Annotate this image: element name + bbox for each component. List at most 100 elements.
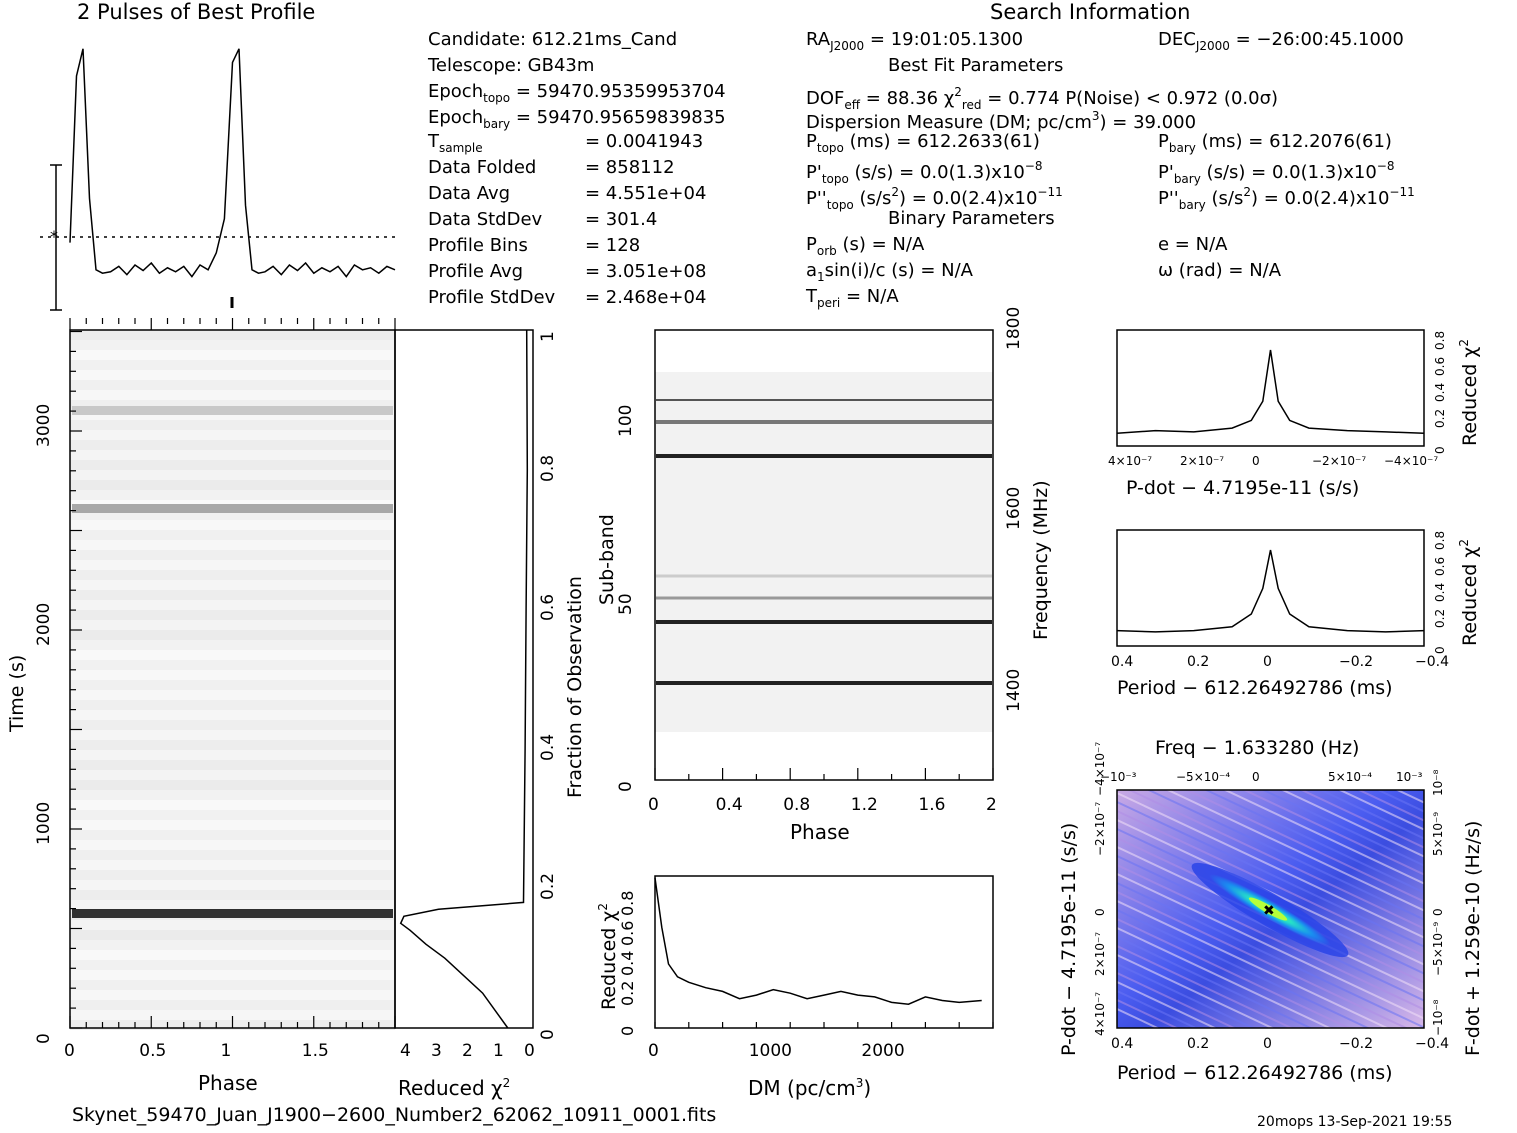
time-phase-row xyxy=(70,330,395,340)
ppdot-streak xyxy=(1280,790,1424,858)
binary-title: Binary Parameters xyxy=(888,208,1055,229)
pdot-ytick: 0.4 xyxy=(1433,382,1447,402)
chi-time-xlabel: Reduced χ2 xyxy=(398,1076,511,1100)
time-phase-row xyxy=(70,430,395,440)
time-phase-row xyxy=(70,1010,395,1020)
dm-ytick: 0.4 xyxy=(618,950,637,976)
time-phase-row xyxy=(70,770,395,780)
time-phase-row xyxy=(70,540,395,550)
ppdot-streak xyxy=(1117,962,1256,1028)
time-phase-row xyxy=(70,860,395,870)
period-xtick: −0.2 xyxy=(1339,654,1373,670)
time-phase-row xyxy=(70,510,395,520)
porb-line: Porb (s) = N/A xyxy=(806,234,925,259)
time-phase-row xyxy=(70,600,395,610)
ppdot-title: Freq − 1.633280 (Hz) xyxy=(1155,737,1360,759)
tp-xtick: 1 xyxy=(220,1041,232,1061)
subband-xtick: 0.4 xyxy=(715,795,743,815)
tp-ylabel: Time (s) xyxy=(6,654,28,732)
subband-ylabel: Sub-band xyxy=(596,514,618,605)
footer-stamp: 20mops 13-Sep-2021 19:55 xyxy=(1257,1114,1453,1130)
period-chi-ylabel: Reduced χ2 xyxy=(1457,539,1481,646)
tp-ytick: 0 xyxy=(34,1033,54,1044)
ppdot-streak xyxy=(1242,790,1424,876)
period-chi-series-line xyxy=(1116,549,1425,633)
time-phase-row xyxy=(70,870,395,880)
subband-xtick: 1.6 xyxy=(918,795,946,815)
pdot-chi-panel xyxy=(1116,329,1425,447)
pdot-ytick: 0.6 xyxy=(1433,356,1447,376)
fdot-ytick: 0 xyxy=(1431,908,1445,916)
pdot-bary-line: P'bary (s/s) = 0.0(1.3)x10−8 xyxy=(1158,159,1395,186)
fraction-ytick: 1 xyxy=(538,331,558,342)
time-phase-row xyxy=(70,690,395,700)
ppdot-panel xyxy=(1117,790,1424,1028)
time-phase-row xyxy=(70,450,395,460)
subband-ytick: 50 xyxy=(616,592,636,615)
dm-xtick: 2000 xyxy=(861,1041,905,1061)
fraction-ytick: 0.2 xyxy=(538,873,558,901)
time-phase-bright-row xyxy=(72,909,393,918)
ppdot-streak xyxy=(1146,790,1424,921)
ppdot-streak xyxy=(1117,980,1218,1028)
ppdot-streak xyxy=(1117,872,1424,1020)
time-phase-row xyxy=(70,1000,395,1010)
subband-channel-line xyxy=(656,420,992,424)
tperi-line: Tperi = N/A xyxy=(806,286,899,311)
period-ytick: 0.6 xyxy=(1433,556,1447,576)
chi-time-panel xyxy=(394,329,534,1029)
time-phase-row xyxy=(70,750,395,760)
time-phase-row xyxy=(70,480,395,490)
dm-ytick: 0.8 xyxy=(618,890,637,916)
time-phase-row xyxy=(70,620,395,630)
time-phase-row xyxy=(70,850,395,860)
tp-ytick: 3000 xyxy=(34,403,54,447)
time-phase-row xyxy=(70,460,395,470)
time-phase-row xyxy=(70,830,395,840)
ppdot-streak xyxy=(1165,790,1424,912)
ppdot-streak xyxy=(1117,926,1332,1028)
time-phase-row xyxy=(70,890,395,900)
pdot-xtick: 2×10⁻⁷ xyxy=(1180,454,1225,468)
subband-ytick: 0 xyxy=(616,781,636,792)
fdot-ytick: −5×10⁻⁹ xyxy=(1431,921,1445,976)
best-fit-marker: ✖ xyxy=(1263,903,1275,919)
footer-filename: Skynet_59470_Juan_J1900−2600_Number2_620… xyxy=(72,1104,717,1126)
time-phase-row xyxy=(70,980,395,990)
time-phase-row xyxy=(70,550,395,560)
fraction-ytick: 0.8 xyxy=(538,454,558,482)
data-stddev-value: = 301.4 xyxy=(585,209,658,230)
dm-line-text: Dispersion Measure (DM; pc/cm3) = 39.000 xyxy=(806,109,1197,133)
ppdot-streak xyxy=(1117,971,1237,1028)
ptopo-line: Ptopo (ms) = 612.2633(61) xyxy=(806,131,1040,156)
ppdot-streak xyxy=(1117,935,1313,1028)
time-phase-row xyxy=(70,780,395,790)
chi-time-xtick: 1 xyxy=(493,1041,504,1061)
ppdot-xtick: 0.4 xyxy=(1111,1036,1134,1052)
pdot-xtick: −4×10⁻⁷ xyxy=(1384,454,1439,468)
time-phase-row xyxy=(70,800,395,810)
time-phase-row xyxy=(70,820,395,830)
period-xlabel: Period − 612.26492786 (ms) xyxy=(1117,677,1393,699)
ppdot-streak xyxy=(1318,790,1424,840)
time-phase-row xyxy=(70,710,395,720)
ppdot-streak xyxy=(1356,790,1424,822)
ppdot-streak xyxy=(1376,790,1424,813)
time-phase-row xyxy=(70,790,395,800)
time-phase-row xyxy=(70,360,395,370)
ppdot-streak xyxy=(1117,989,1198,1028)
dof-chi-line: DOFeff = 88.36 χ2red = 0.774 P(Noise) < … xyxy=(806,85,1279,112)
ppdot-streak xyxy=(1117,953,1275,1028)
time-phase-row xyxy=(70,340,395,350)
chi-time-xtick: 4 xyxy=(400,1041,411,1061)
time-phase-row xyxy=(70,470,395,480)
ppdot-top-xtick: −5×10⁻⁴ xyxy=(1176,770,1231,784)
ppdot-ytick: 2×10⁻⁷ xyxy=(1093,931,1107,976)
tsample-label: Tsample xyxy=(428,131,483,156)
subband-xlabel: Phase xyxy=(790,820,850,844)
ppdot-streak xyxy=(1117,791,1424,939)
ppdot-xtick: −0.2 xyxy=(1339,1036,1373,1052)
ppdot-xlabel: Period − 612.26492786 (ms) xyxy=(1117,1062,1393,1084)
dm-ytick: 0.6 xyxy=(618,920,637,946)
